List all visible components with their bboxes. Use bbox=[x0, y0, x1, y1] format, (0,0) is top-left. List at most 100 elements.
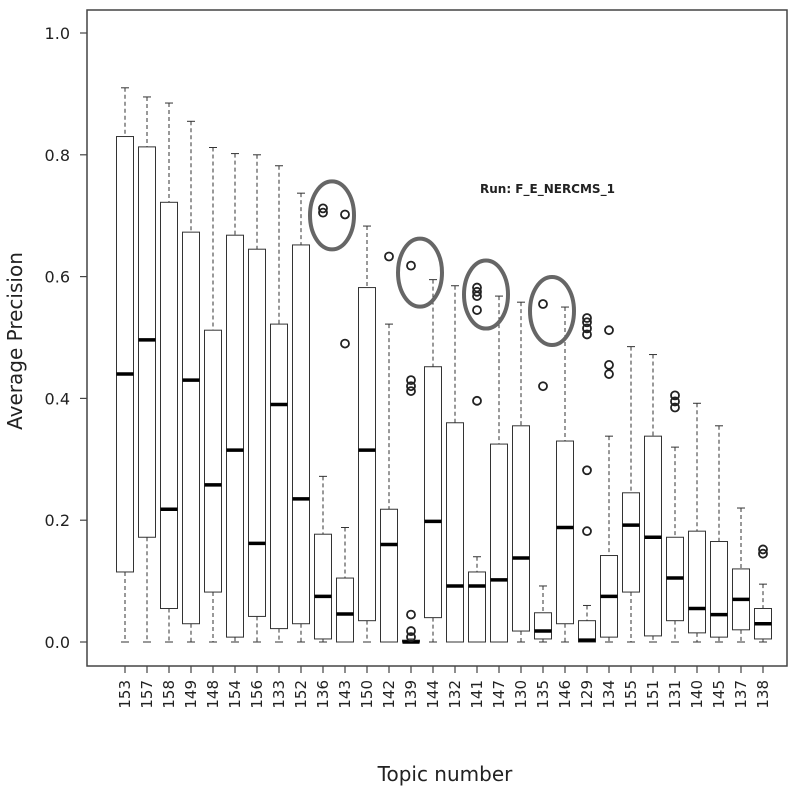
x-tick-label: 129 bbox=[578, 680, 596, 709]
outlier-point bbox=[758, 548, 768, 559]
x-tick-label: 146 bbox=[556, 680, 574, 709]
box-topic-135 bbox=[534, 299, 552, 643]
box-topic-140 bbox=[688, 402, 706, 643]
box-topic-156 bbox=[248, 154, 266, 643]
outlier-point bbox=[406, 626, 416, 636]
outlier-point bbox=[472, 282, 482, 293]
box-iqr bbox=[490, 443, 508, 643]
outlier-point bbox=[406, 381, 416, 392]
x-axis-label: Topic number bbox=[377, 762, 513, 786]
box-topic-136 bbox=[314, 203, 332, 643]
outlier-point bbox=[582, 317, 592, 328]
outlier-point bbox=[318, 203, 328, 214]
outlier-point bbox=[340, 209, 350, 220]
x-tick-label: 155 bbox=[622, 680, 640, 709]
outlier-point bbox=[670, 390, 680, 401]
x-tick-label: 149 bbox=[182, 680, 200, 709]
outlier-point bbox=[472, 305, 482, 315]
highlight-circles bbox=[308, 179, 576, 348]
highlight-ellipse-139 bbox=[396, 236, 444, 309]
outlier-point bbox=[384, 251, 394, 262]
outlier-point bbox=[406, 375, 416, 386]
box-iqr bbox=[446, 422, 464, 643]
box-topic-147 bbox=[490, 295, 508, 643]
x-tick-label: 131 bbox=[666, 680, 684, 709]
outlier-point bbox=[670, 402, 680, 413]
x-tick-label: 135 bbox=[534, 680, 552, 709]
x-tick-label: 157 bbox=[138, 680, 156, 709]
box-series bbox=[116, 87, 772, 644]
box-iqr bbox=[556, 440, 574, 625]
x-tick-label: 139 bbox=[402, 680, 420, 709]
outlier-point bbox=[604, 360, 614, 370]
box-topic-150 bbox=[358, 225, 376, 643]
box-topic-139 bbox=[402, 260, 420, 644]
x-tick-label: 154 bbox=[226, 680, 244, 709]
highlight-ellipse-141 bbox=[462, 258, 510, 331]
outlier-point bbox=[582, 313, 592, 323]
x-tick-label: 144 bbox=[424, 680, 442, 709]
outlier-point bbox=[604, 325, 614, 336]
x-tick-label: 152 bbox=[292, 680, 310, 709]
box-topic-130 bbox=[512, 301, 530, 643]
highlight-ellipse-135 bbox=[528, 275, 576, 348]
x-tick-label: 134 bbox=[600, 680, 618, 709]
box-topic-148 bbox=[204, 146, 222, 643]
x-tick-label: 141 bbox=[468, 680, 486, 709]
x-tick-label: 142 bbox=[380, 680, 398, 709]
box-topic-138 bbox=[754, 544, 772, 643]
box-topic-157 bbox=[138, 96, 156, 643]
outlier-point bbox=[406, 260, 416, 271]
box-iqr bbox=[710, 541, 728, 638]
box-iqr bbox=[336, 577, 354, 643]
box-iqr bbox=[160, 201, 178, 610]
outlier-point bbox=[472, 395, 482, 406]
box-iqr bbox=[182, 231, 200, 625]
x-tick-label: 132 bbox=[446, 680, 464, 709]
x-tick-label: 140 bbox=[688, 680, 706, 709]
x-tick-label: 147 bbox=[490, 680, 508, 709]
box-iqr bbox=[424, 366, 442, 619]
outlier-point bbox=[406, 609, 416, 620]
box-iqr bbox=[226, 234, 244, 638]
outlier-point bbox=[538, 299, 548, 309]
x-tick-label: 136 bbox=[314, 680, 332, 709]
box-iqr bbox=[512, 425, 530, 632]
outlier-point bbox=[604, 369, 614, 379]
box-iqr bbox=[138, 146, 156, 538]
box-topic-158 bbox=[160, 102, 178, 643]
box-topic-131 bbox=[666, 390, 684, 643]
box-iqr bbox=[380, 508, 398, 643]
run-label: Run: F_E_NERCMS_1 bbox=[480, 182, 615, 197]
box-iqr bbox=[270, 323, 288, 630]
outlier-point bbox=[758, 544, 768, 555]
box-iqr bbox=[534, 612, 552, 640]
box-topic-141 bbox=[468, 282, 486, 643]
x-tick-label: 130 bbox=[512, 680, 530, 709]
box-iqr bbox=[688, 530, 706, 634]
box-topic-133 bbox=[270, 165, 288, 643]
x-tick-label: 148 bbox=[204, 680, 222, 709]
outlier-point bbox=[406, 632, 416, 643]
y-tick-label: 0.0 bbox=[45, 633, 70, 652]
outlier-point bbox=[472, 286, 482, 297]
x-tick-label: 143 bbox=[336, 680, 354, 709]
outlier-point bbox=[670, 396, 680, 407]
box-iqr bbox=[248, 248, 266, 617]
outlier-point bbox=[582, 465, 592, 476]
box-iqr bbox=[358, 287, 376, 622]
outlier-point bbox=[582, 526, 592, 537]
box-iqr bbox=[622, 492, 640, 593]
x-tick-label: 156 bbox=[248, 680, 266, 709]
x-tick-label: 138 bbox=[754, 680, 772, 709]
box-iqr bbox=[314, 533, 332, 640]
y-tick-label: 1.0 bbox=[45, 24, 70, 43]
y-axis: 0.0 0.2 0.4 0.6 0.8 1.0 bbox=[45, 24, 87, 652]
highlight-ellipse-136 bbox=[308, 179, 356, 252]
outlier-point bbox=[318, 207, 328, 218]
outlier-point bbox=[340, 338, 350, 349]
box-iqr bbox=[116, 136, 134, 573]
box-topic-154 bbox=[226, 153, 244, 643]
box-topic-143 bbox=[336, 209, 354, 643]
